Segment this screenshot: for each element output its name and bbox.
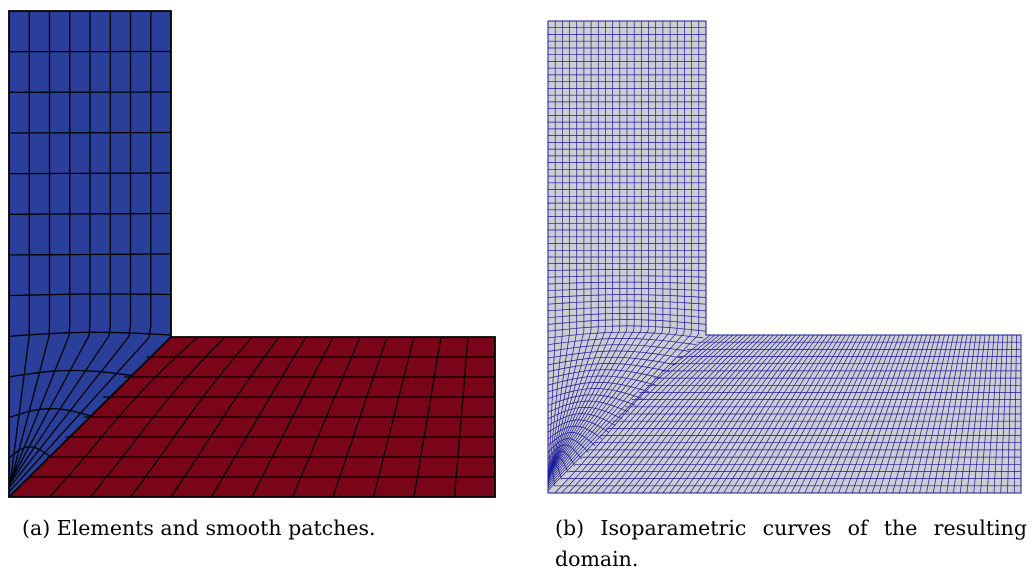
panel-b-isoparametric-curves: [535, 0, 1033, 505]
caption-b-line2: domain.: [555, 544, 1027, 575]
grid-line: [9, 214, 171, 215]
grid-line: [9, 173, 171, 174]
elements-patches-mesh: [0, 0, 510, 505]
grid-line: [9, 133, 171, 134]
isoparametric-curves-mesh: [535, 0, 1033, 505]
caption-b-line1: (b) Isoparametric curves of the resultin…: [555, 513, 1027, 544]
caption-a: (a) Elements and smooth patches.: [22, 513, 492, 544]
panel-a-elements-patches: [0, 0, 510, 505]
caption-b: (b) Isoparametric curves of the resultin…: [555, 513, 1027, 575]
